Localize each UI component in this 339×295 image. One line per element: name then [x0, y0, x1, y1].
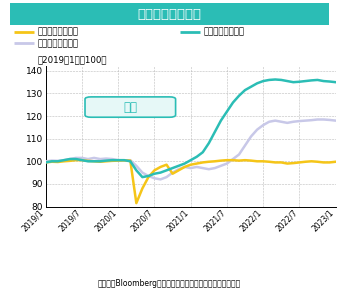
- Text: 米国: 米国: [123, 101, 137, 114]
- Text: （2019年1月＝100）: （2019年1月＝100）: [37, 55, 107, 64]
- Text: 米国　鉱工業生産: 米国 鉱工業生産: [37, 27, 78, 36]
- FancyBboxPatch shape: [85, 97, 176, 117]
- Text: 卸売在庫（名目）: 卸売在庫（名目）: [203, 27, 244, 36]
- Text: 小売在庫（名目）: 小売在庫（名目）: [37, 39, 78, 48]
- Text: （出所：Bloombergより住友商事グローバルリサーチ作成）: （出所：Bloombergより住友商事グローバルリサーチ作成）: [98, 279, 241, 288]
- Text: 鉱工業生産と在庫: 鉱工業生産と在庫: [138, 7, 201, 21]
